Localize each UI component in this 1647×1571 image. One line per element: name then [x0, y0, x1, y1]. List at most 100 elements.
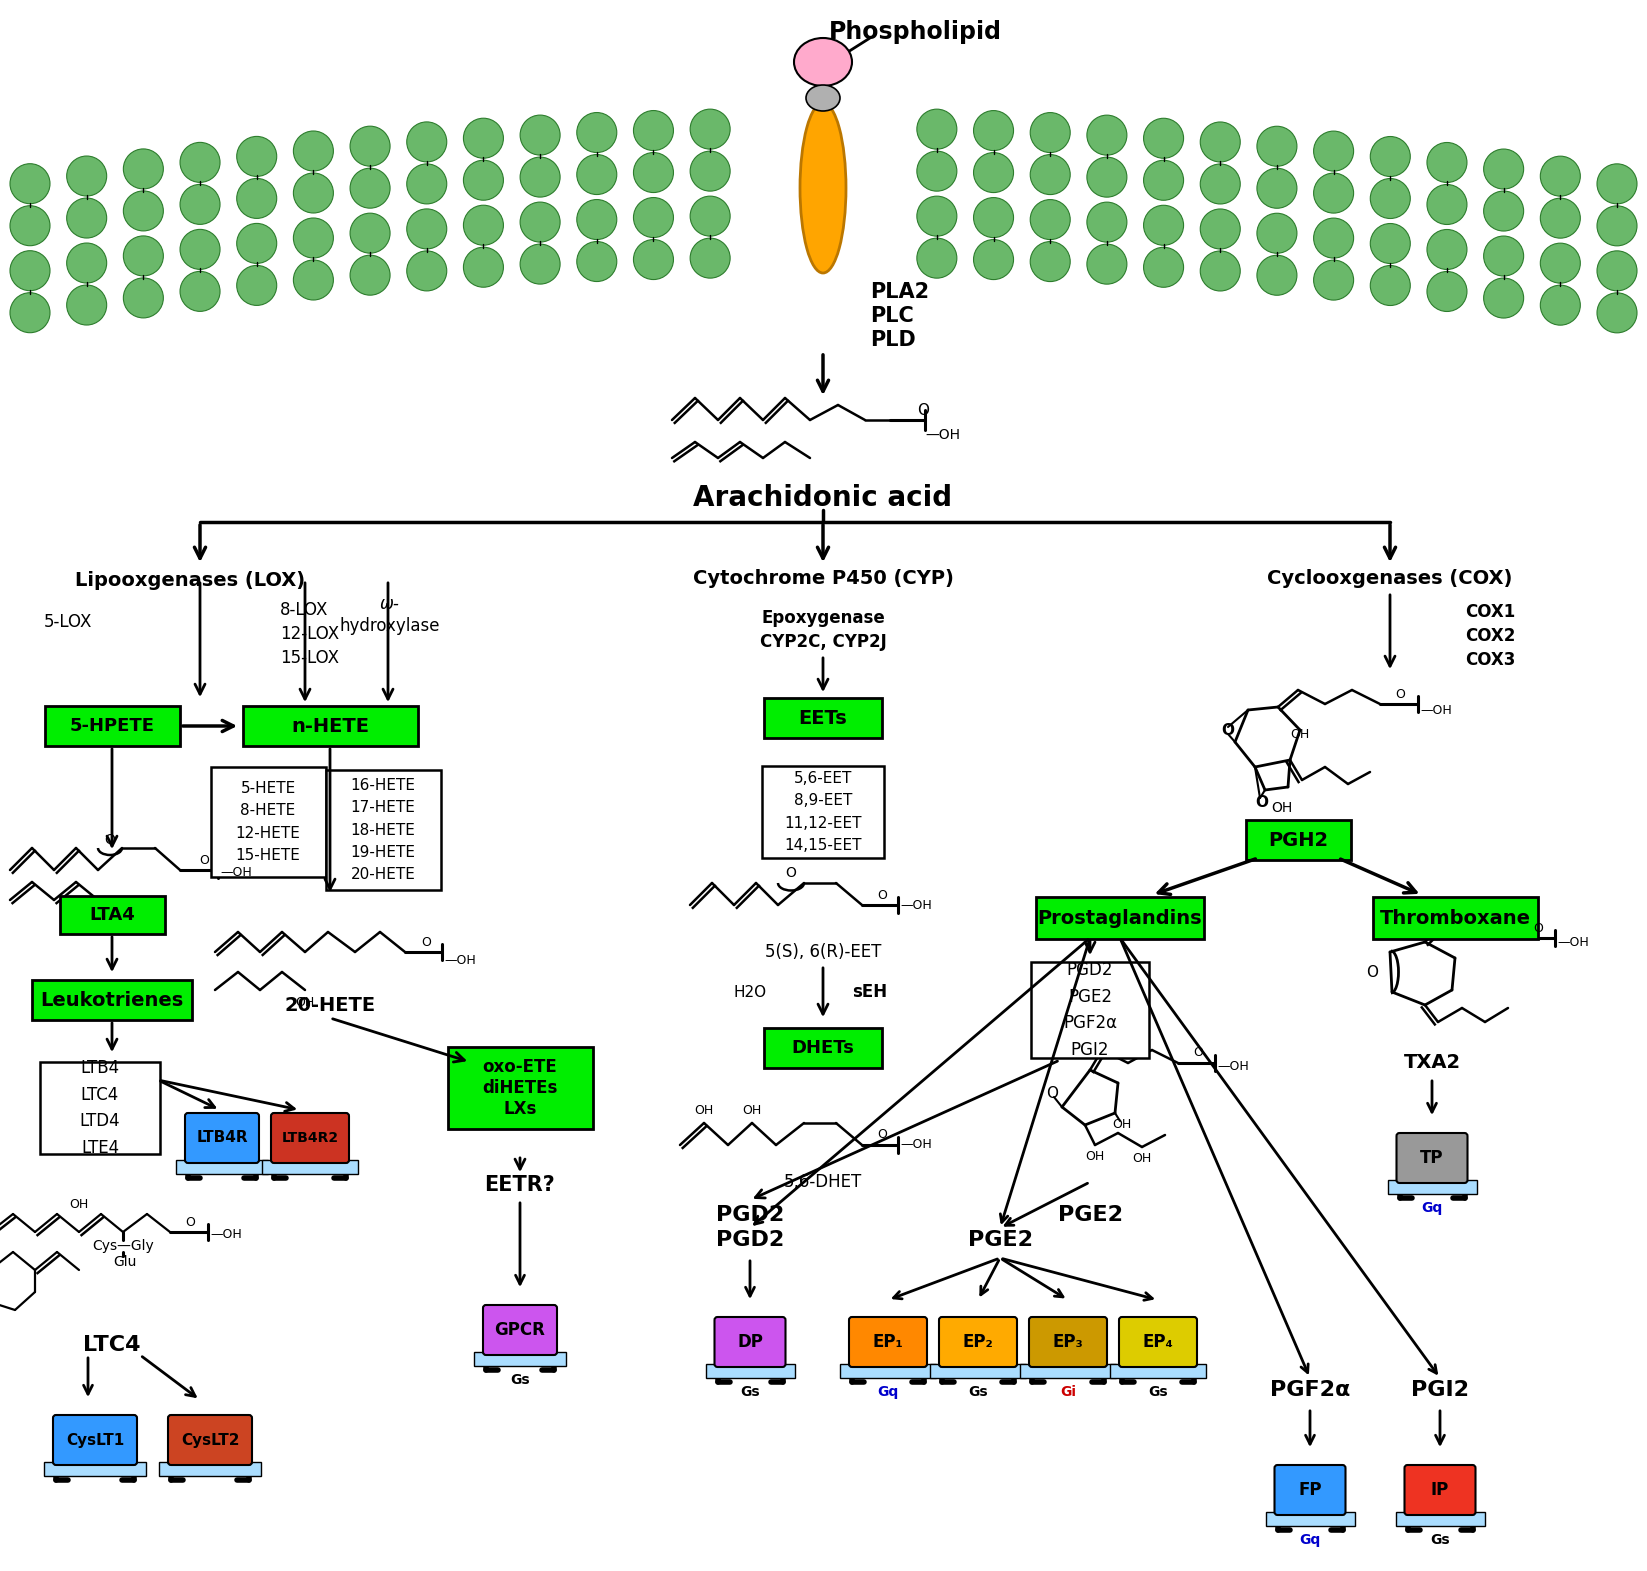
Text: Epoxygenase: Epoxygenase — [761, 610, 884, 627]
Text: —OH: —OH — [211, 1227, 242, 1241]
Circle shape — [1201, 123, 1240, 162]
Text: LTB4R: LTB4R — [196, 1131, 247, 1145]
Text: Glu: Glu — [114, 1255, 137, 1269]
Text: PLD: PLD — [870, 330, 916, 350]
Circle shape — [237, 223, 277, 264]
Text: Gq: Gq — [878, 1386, 899, 1400]
Circle shape — [351, 214, 390, 253]
Text: —OH: —OH — [1420, 704, 1451, 716]
Circle shape — [66, 198, 107, 239]
Text: Gs: Gs — [1148, 1386, 1168, 1400]
Circle shape — [1087, 115, 1127, 156]
Circle shape — [690, 108, 730, 149]
Circle shape — [1598, 163, 1637, 204]
Text: O: O — [1365, 965, 1379, 979]
Circle shape — [973, 239, 1013, 280]
Circle shape — [520, 203, 560, 242]
Text: PGD2: PGD2 — [716, 1230, 784, 1251]
Text: OH: OH — [695, 1104, 713, 1117]
FancyBboxPatch shape — [1118, 1316, 1197, 1367]
Circle shape — [634, 152, 674, 193]
Circle shape — [520, 157, 560, 196]
Text: 8-LOX: 8-LOX — [280, 602, 328, 619]
Circle shape — [576, 242, 616, 281]
Text: 20-HETE: 20-HETE — [285, 996, 376, 1015]
Text: OH: OH — [295, 996, 315, 1009]
Text: Phospholipid: Phospholipid — [828, 20, 1001, 44]
Ellipse shape — [805, 85, 840, 112]
FancyBboxPatch shape — [1405, 1466, 1476, 1514]
Text: H2O: H2O — [733, 985, 766, 999]
Text: PGD2
PGE2
PGF2α
PGI2: PGD2 PGE2 PGF2α PGI2 — [1062, 961, 1117, 1059]
Ellipse shape — [800, 104, 847, 273]
Text: Cyclooxgenases (COX): Cyclooxgenases (COX) — [1267, 569, 1512, 588]
Circle shape — [1598, 251, 1637, 291]
Text: Gq: Gq — [1299, 1533, 1321, 1547]
Circle shape — [1087, 157, 1127, 196]
FancyBboxPatch shape — [326, 770, 440, 891]
Text: O: O — [1533, 922, 1543, 935]
FancyBboxPatch shape — [272, 1112, 349, 1163]
Text: hydroxylase: hydroxylase — [339, 617, 440, 635]
Circle shape — [407, 163, 446, 204]
FancyBboxPatch shape — [31, 980, 193, 1020]
Circle shape — [1201, 251, 1240, 291]
Circle shape — [1598, 292, 1637, 333]
Circle shape — [634, 110, 674, 151]
FancyBboxPatch shape — [262, 1159, 357, 1174]
Circle shape — [293, 218, 333, 258]
Text: O: O — [422, 935, 432, 949]
FancyBboxPatch shape — [1029, 1316, 1107, 1367]
Text: Gq: Gq — [1421, 1200, 1443, 1214]
Text: Gs: Gs — [968, 1386, 988, 1400]
Text: —OH: —OH — [926, 427, 960, 441]
Text: PLC: PLC — [870, 306, 914, 327]
Text: COX1: COX1 — [1464, 603, 1515, 621]
FancyBboxPatch shape — [1275, 1466, 1346, 1514]
FancyBboxPatch shape — [705, 1364, 794, 1378]
Text: sEH: sEH — [853, 983, 888, 1001]
FancyBboxPatch shape — [1036, 897, 1204, 939]
FancyBboxPatch shape — [848, 1316, 927, 1367]
Text: 16-HETE
17-HETE
18-HETE
19-HETE
20-HETE: 16-HETE 17-HETE 18-HETE 19-HETE 20-HETE — [351, 778, 415, 881]
Text: TP: TP — [1420, 1148, 1444, 1167]
Text: Cys—Gly: Cys—Gly — [92, 1240, 153, 1254]
Circle shape — [1257, 126, 1296, 167]
Circle shape — [690, 196, 730, 236]
Text: OH: OH — [1112, 1119, 1131, 1131]
Text: EP₃: EP₃ — [1052, 1334, 1084, 1351]
Circle shape — [351, 168, 390, 209]
Text: EP₂: EP₂ — [962, 1334, 993, 1351]
Circle shape — [1540, 156, 1581, 196]
Text: Gs: Gs — [511, 1373, 530, 1387]
Text: EP₄: EP₄ — [1143, 1334, 1173, 1351]
Text: LTB4R2: LTB4R2 — [282, 1131, 339, 1145]
Circle shape — [66, 244, 107, 283]
Text: O: O — [1395, 688, 1405, 701]
Circle shape — [917, 151, 957, 192]
FancyBboxPatch shape — [931, 1364, 1026, 1378]
Circle shape — [1426, 143, 1467, 182]
Text: Gs: Gs — [740, 1386, 759, 1400]
Circle shape — [576, 154, 616, 195]
FancyBboxPatch shape — [1387, 1180, 1476, 1194]
Text: O: O — [878, 1128, 888, 1142]
Circle shape — [66, 156, 107, 196]
FancyBboxPatch shape — [840, 1364, 935, 1378]
FancyBboxPatch shape — [242, 705, 417, 746]
FancyBboxPatch shape — [483, 1306, 557, 1356]
Text: O: O — [1192, 1046, 1202, 1059]
FancyBboxPatch shape — [1019, 1364, 1117, 1378]
Circle shape — [1143, 247, 1184, 287]
Text: LTB4
LTC4
LTD4
LTE4: LTB4 LTC4 LTD4 LTE4 — [79, 1059, 120, 1156]
Text: O: O — [104, 833, 115, 847]
Text: IP: IP — [1431, 1481, 1449, 1499]
Text: Gi: Gi — [1061, 1386, 1075, 1400]
FancyBboxPatch shape — [448, 1046, 593, 1130]
FancyBboxPatch shape — [474, 1353, 567, 1367]
Circle shape — [1201, 209, 1240, 248]
Text: CysLT2: CysLT2 — [181, 1433, 239, 1447]
Circle shape — [634, 198, 674, 237]
Text: 5(S), 6(R)-EET: 5(S), 6(R)-EET — [764, 943, 881, 961]
Text: PGD2: PGD2 — [716, 1205, 784, 1225]
